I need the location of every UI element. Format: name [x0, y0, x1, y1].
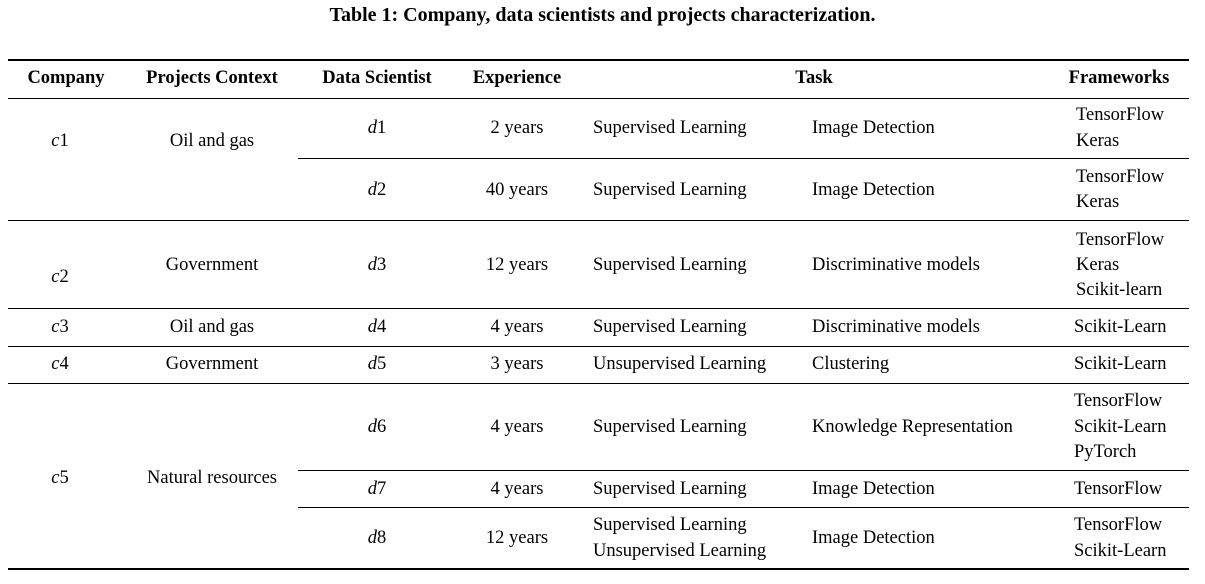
task: Image Detection [812, 479, 935, 499]
row-divider [298, 507, 1189, 508]
company-context: Government [165, 255, 259, 275]
framework: PyTorch [1074, 442, 1137, 462]
learning-type: Supervised Learning [593, 317, 747, 337]
scientist-id: d2 [367, 180, 387, 200]
task: Image Detection [812, 118, 935, 138]
framework: TensorFlow [1076, 105, 1165, 125]
experience: 4 years [490, 317, 544, 337]
framework: TensorFlow [1076, 230, 1165, 250]
learning-type: Supervised Learning [593, 479, 747, 499]
learning-type: Unsupervised Learning [593, 541, 767, 561]
learning-type: Supervised Learning [593, 255, 747, 275]
learning-type: Unsupervised Learning [593, 354, 767, 374]
experience: 2 years [490, 118, 544, 138]
company-id: c1 [51, 131, 69, 151]
framework: TensorFlow [1074, 391, 1163, 411]
company-id: c2 [51, 267, 69, 287]
header-context: Projects Context [146, 68, 278, 88]
framework: Keras [1076, 192, 1120, 212]
task: Discriminative models [812, 317, 981, 337]
framework: TensorFlow [1074, 479, 1163, 499]
task: Image Detection [812, 528, 935, 548]
experience: 40 years [485, 180, 549, 200]
framework: Keras [1076, 131, 1120, 151]
company-context: Government [165, 354, 259, 374]
task: Discriminative models [812, 255, 981, 275]
experience: 12 years [485, 528, 549, 548]
row-divider [298, 470, 1189, 471]
framework: Scikit-learn [1076, 280, 1163, 300]
experience: 3 years [490, 354, 544, 374]
company-id: c5 [51, 468, 69, 488]
learning-type: Supervised Learning [593, 417, 747, 437]
top-rule [8, 59, 1189, 61]
experience: 4 years [490, 417, 544, 437]
company-context: Oil and gas [169, 317, 255, 337]
experience: 4 years [490, 479, 544, 499]
scientist-id: d4 [367, 317, 387, 337]
framework: TensorFlow [1074, 515, 1163, 535]
header-experience: Experience [472, 68, 562, 88]
learning-type: Supervised Learning [593, 515, 747, 535]
scientist-id: d5 [367, 354, 387, 374]
header-rule [8, 98, 1189, 99]
scientist-id: d8 [367, 528, 387, 548]
scientist-id: d3 [367, 255, 387, 275]
framework: TensorFlow [1076, 167, 1165, 187]
framework: Scikit-Learn [1074, 354, 1167, 374]
framework: Scikit-Learn [1074, 317, 1167, 337]
header-company: Company [27, 68, 105, 88]
experience: 12 years [485, 255, 549, 275]
scientist-id: d1 [367, 118, 387, 138]
scientist-id: d6 [367, 417, 387, 437]
group-divider [8, 308, 1189, 309]
bottom-rule [8, 568, 1189, 570]
header-task: Task [795, 68, 833, 88]
learning-type: Supervised Learning [593, 118, 747, 138]
company-id: c4 [51, 354, 69, 374]
header-scientist: Data Scientist [322, 68, 432, 88]
company-id: c3 [51, 317, 69, 337]
framework: Keras [1076, 255, 1120, 275]
row-divider [298, 158, 1189, 159]
framework: Scikit-Learn [1074, 417, 1167, 437]
company-context: Oil and gas [169, 131, 255, 151]
learning-type: Supervised Learning [593, 180, 747, 200]
group-divider [8, 383, 1189, 384]
table-caption: Table 1: Company, data scientists and pr… [329, 4, 876, 26]
header-frameworks: Frameworks [1068, 68, 1170, 88]
task: Image Detection [812, 180, 935, 200]
group-divider [8, 220, 1189, 221]
task: Knowledge Representation [812, 417, 1013, 437]
group-divider [8, 346, 1189, 347]
scientist-id: d7 [367, 479, 387, 499]
framework: Scikit-Learn [1074, 541, 1167, 561]
company-context: Natural resources [147, 468, 277, 488]
task: Clustering [812, 354, 890, 374]
